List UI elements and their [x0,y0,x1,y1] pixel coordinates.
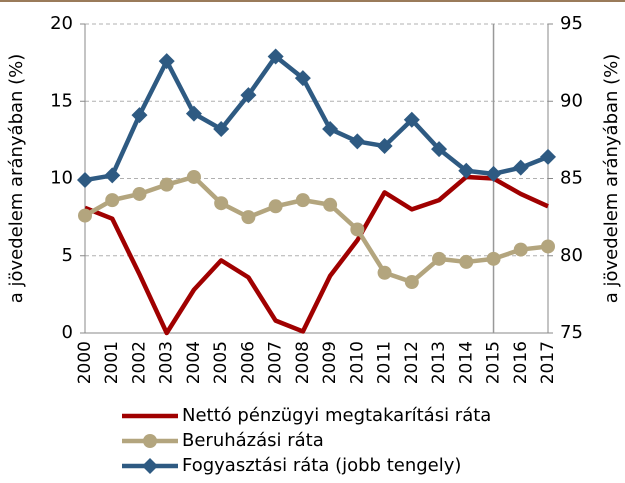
x-tick-label: 2011 [375,341,395,384]
x-tick-label: 2005 [211,341,231,384]
point [350,222,365,237]
y2-axis-title: a jövedelem arányában (%) [601,54,622,304]
point [432,251,447,266]
point [404,275,419,290]
point [104,167,121,184]
y-axis-title: a jövedelem arányában (%) [6,54,27,304]
point [349,133,366,150]
x-tick-label: 2002 [129,341,149,384]
point [458,162,475,179]
point [78,208,92,223]
point [295,193,310,208]
legend-label: Nettó pénzügyi megtakarítási ráta [182,405,491,426]
point [186,169,201,184]
legend-marker [142,458,158,474]
series-line [83,174,549,285]
y2-tick-label: 80 [560,245,583,266]
point [322,121,339,138]
y-tick-label: 10 [50,168,73,189]
point [77,172,93,189]
point [323,197,338,212]
x-tick-label: 2012 [402,341,422,384]
point [431,141,448,158]
y-tick-label: 5 [62,245,73,266]
point [376,138,393,155]
point [159,177,174,192]
x-tick-label: 2013 [429,341,449,384]
x-tick-label: 2009 [320,341,340,384]
x-tick-label: 2000 [75,341,95,384]
point [377,265,392,280]
x-tick-label: 2017 [538,341,558,384]
point [131,107,148,124]
point [267,48,284,65]
point [240,87,257,104]
x-tick-label: 2015 [484,341,504,384]
point [485,165,502,182]
x-tick-label: 2010 [347,341,367,384]
x-tick-label: 2007 [266,341,286,384]
point [294,70,311,87]
point [459,254,474,269]
x-tick-label: 2008 [293,341,313,384]
point [541,239,555,254]
y2-tick-label: 95 [560,13,583,34]
y-tick-label: 0 [62,322,73,343]
x-tick-label: 2003 [157,341,177,384]
series-line [84,174,549,336]
y2-tick-label: 75 [560,322,583,343]
x-tick-label: 2014 [456,341,476,384]
y-tick-label: 15 [50,90,73,111]
point [214,196,229,211]
point [158,53,175,70]
point [105,193,120,208]
x-tick-label: 2004 [184,341,204,384]
point [540,148,556,165]
point [486,251,501,266]
x-tick-label: 2001 [102,341,122,384]
point [513,242,528,257]
series-line [84,54,549,183]
legend-label: Beruházási ráta [182,430,324,451]
point [268,199,283,214]
y2-tick-label: 85 [560,168,583,189]
point [403,111,420,128]
y-tick-label: 20 [50,13,73,34]
x-tick-label: 2006 [238,341,258,384]
point [241,210,256,225]
point [185,105,202,122]
point [132,186,147,201]
legend-marker [143,434,157,448]
y2-tick-label: 90 [560,90,583,111]
point [213,121,230,138]
legend-label: Fogyasztási ráta (jobb tengely) [182,455,461,476]
x-tick-label: 2016 [511,341,531,384]
point [512,159,529,176]
